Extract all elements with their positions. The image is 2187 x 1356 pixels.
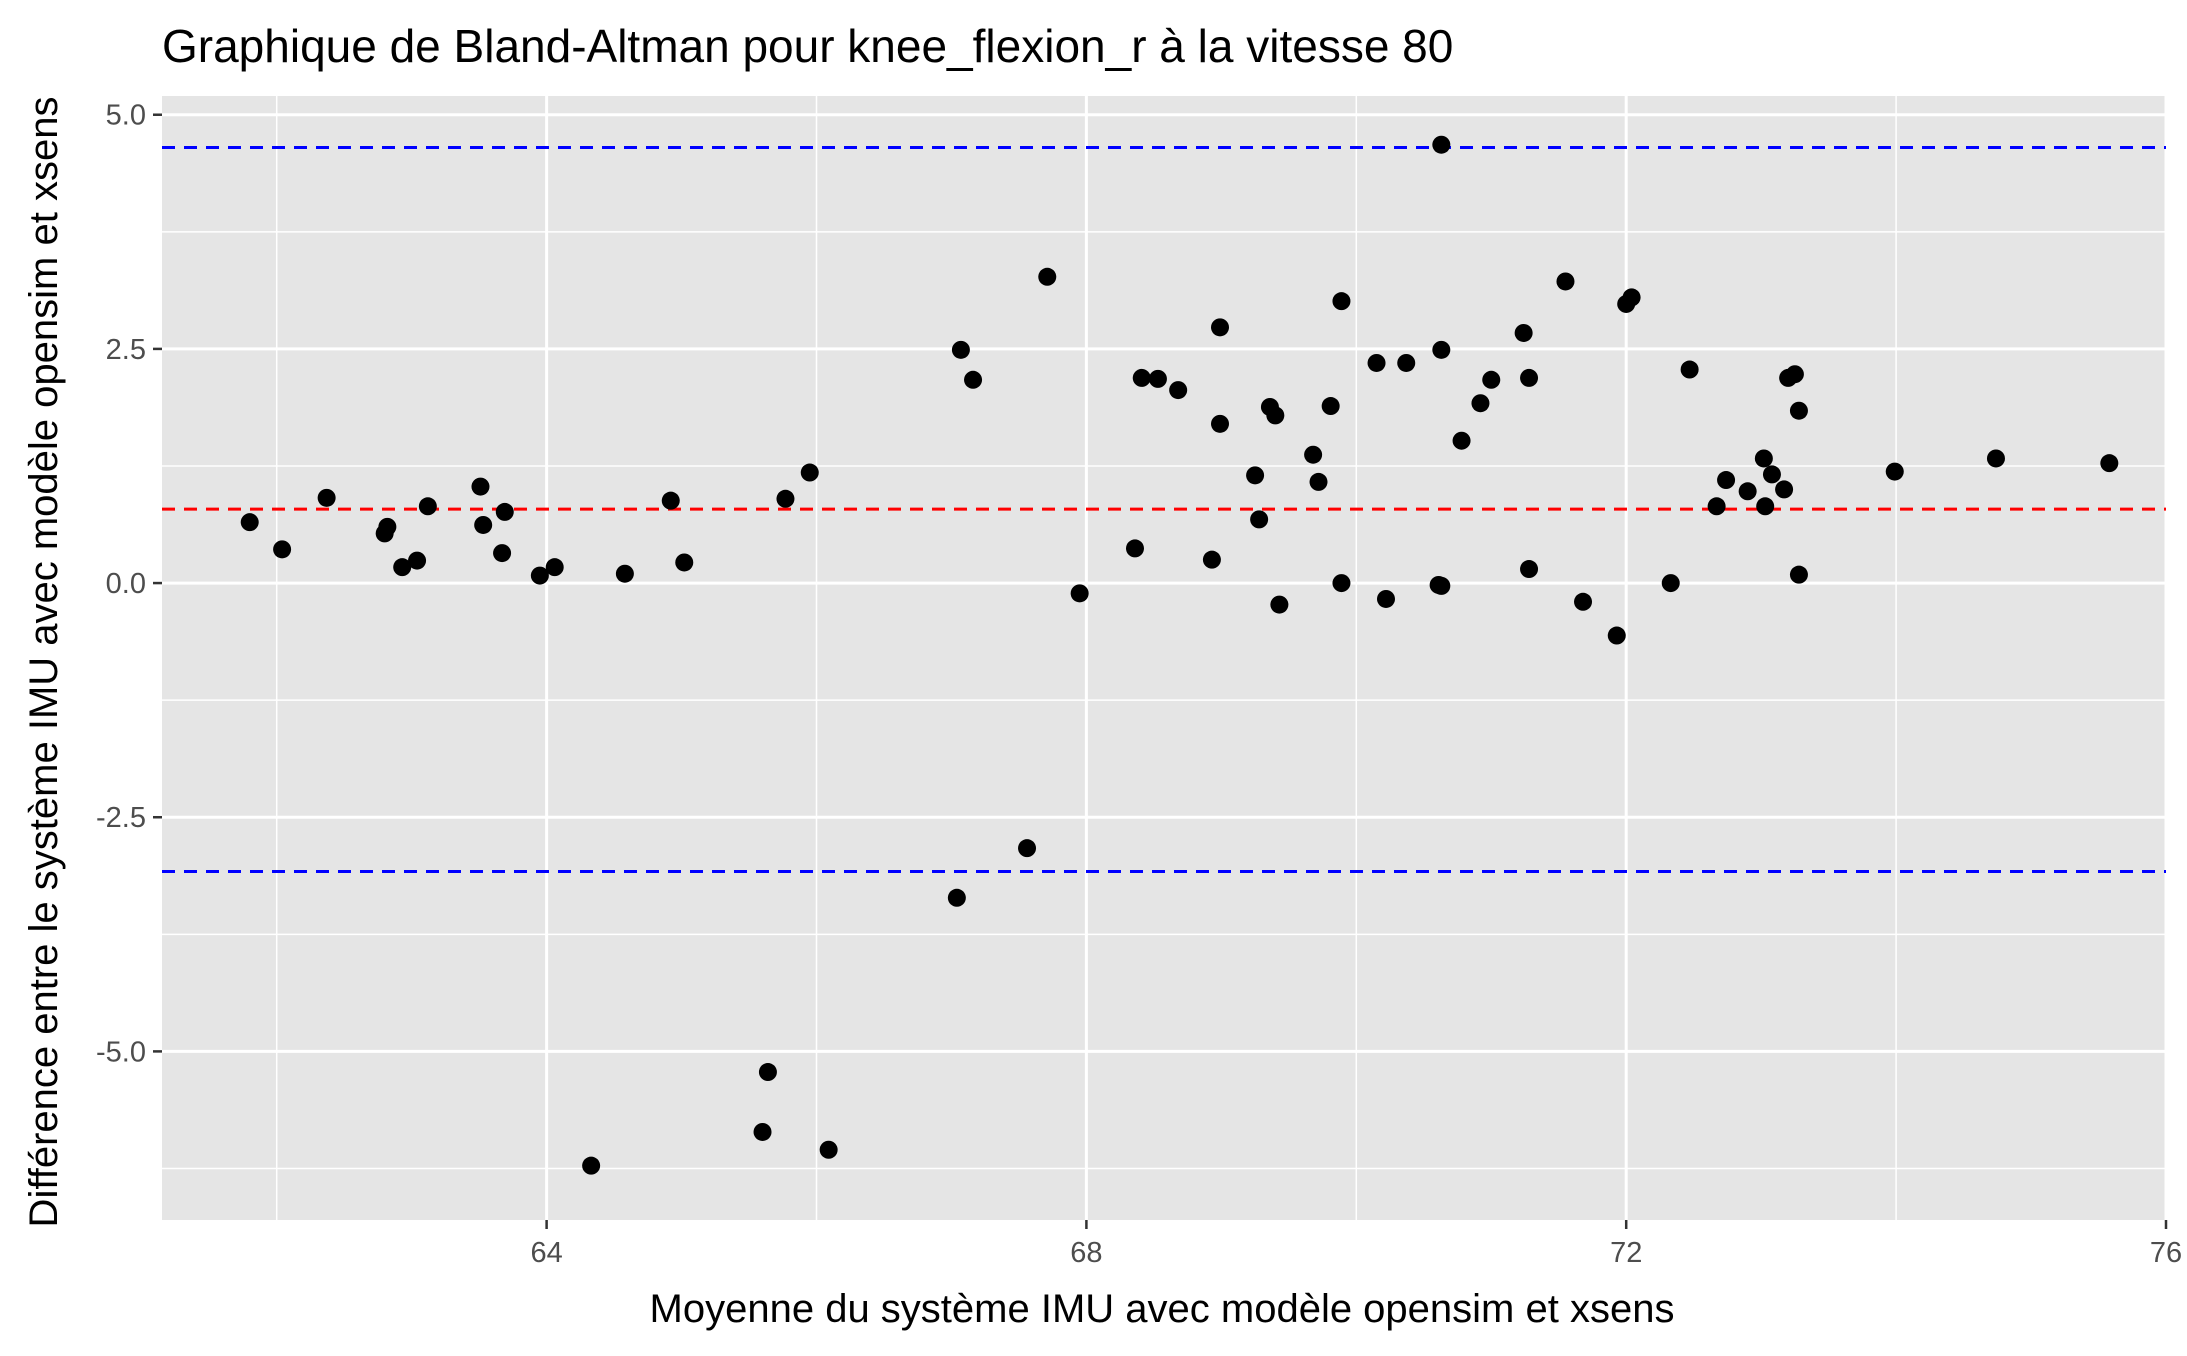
data-point [1680,360,1699,379]
data-point [1607,626,1626,645]
data-point [1514,323,1533,342]
data-point [1717,471,1736,490]
data-point [1756,497,1775,516]
data-point [545,558,564,577]
data-point [530,566,549,585]
data-point [1246,466,1265,485]
data-point [1321,397,1340,416]
data-point [1520,368,1539,387]
y-tick-label: 2.5 [106,334,146,366]
y-axis-title: Différence entre le système IMU avec mod… [22,97,66,1228]
plot-panel [162,96,2166,1220]
data-point [776,489,795,508]
major-gridlines [162,96,2168,1220]
y-axis: 5.0 2.5 0.0 -2.5 -5.0 [96,100,162,1068]
data-point [1789,565,1808,584]
data-point [1202,550,1221,569]
x-axis: 64 68 72 76 [530,1220,2182,1269]
data-point [378,517,397,536]
data-point [947,888,966,907]
data-point [1169,381,1188,400]
data-point [1304,445,1323,464]
data-point [1471,394,1490,413]
x-tick-label: 76 [2150,1237,2182,1269]
data-point [418,497,437,516]
data-point [393,558,412,577]
data-point [1332,292,1351,311]
y-tick-label: 5.0 [106,100,146,132]
data-point [1986,449,2005,468]
data-point [819,1140,838,1159]
data-point [1775,480,1794,499]
data-point [1574,592,1593,611]
data-point [1520,560,1539,579]
x-tick-label: 68 [1070,1237,1102,1269]
data-point [2100,454,2119,473]
data-point [1482,370,1501,389]
data-point [1367,353,1386,372]
data-point [661,491,680,510]
data-point [964,370,983,389]
data-point [1018,839,1037,858]
data-point [240,513,259,532]
data-point [1250,510,1269,529]
data-point [471,477,490,496]
data-point [951,340,970,359]
data-point [1622,288,1641,307]
y-tick-label: -2.5 [96,802,146,834]
y-tick-label: 0.0 [106,568,146,600]
data-point [1309,472,1328,491]
data-point [675,553,694,572]
data-point [800,463,819,482]
data-point [582,1156,601,1175]
data-point [1432,135,1451,154]
minor-gridlines [162,96,2166,1220]
data-point [1132,368,1151,387]
data-point [273,540,292,559]
data-point [1038,267,1057,286]
data-point [1266,406,1285,425]
data-point [1661,574,1680,593]
data-point [1332,574,1351,593]
data-point [1211,414,1230,433]
data-point [1738,482,1757,501]
x-tick-label: 64 [530,1237,562,1269]
data-point [1270,595,1289,614]
chart-title: Graphique de Bland-Altman pour knee_flex… [162,20,1453,72]
data-point [1432,340,1451,359]
y-tick-label: -5.0 [96,1036,146,1068]
data-point [615,564,634,583]
x-axis-title: Moyenne du système IMU avec modèle opens… [650,1287,1675,1331]
data-point [1125,539,1144,558]
data-point [753,1122,772,1141]
data-point [1707,497,1726,516]
data-point [495,502,514,521]
data-point [1452,431,1471,450]
data-point [1785,365,1804,384]
data-point [1789,401,1808,420]
data-point [1885,462,1904,481]
data-point [1432,576,1451,595]
data-point [1148,369,1167,388]
x-tick-label: 72 [1610,1237,1642,1269]
data-point [1762,465,1781,484]
data-point [493,544,512,563]
data-point [408,551,427,570]
data-point [1556,272,1575,291]
reference-lines [162,146,2166,874]
data-point [1376,589,1395,608]
data-point [474,515,493,534]
data-points [240,135,2119,1175]
data-point [1754,449,1773,468]
data-point [1070,584,1089,603]
data-point [1397,353,1416,372]
data-point [1211,318,1230,337]
data-point [758,1063,777,1082]
data-point [317,488,336,507]
